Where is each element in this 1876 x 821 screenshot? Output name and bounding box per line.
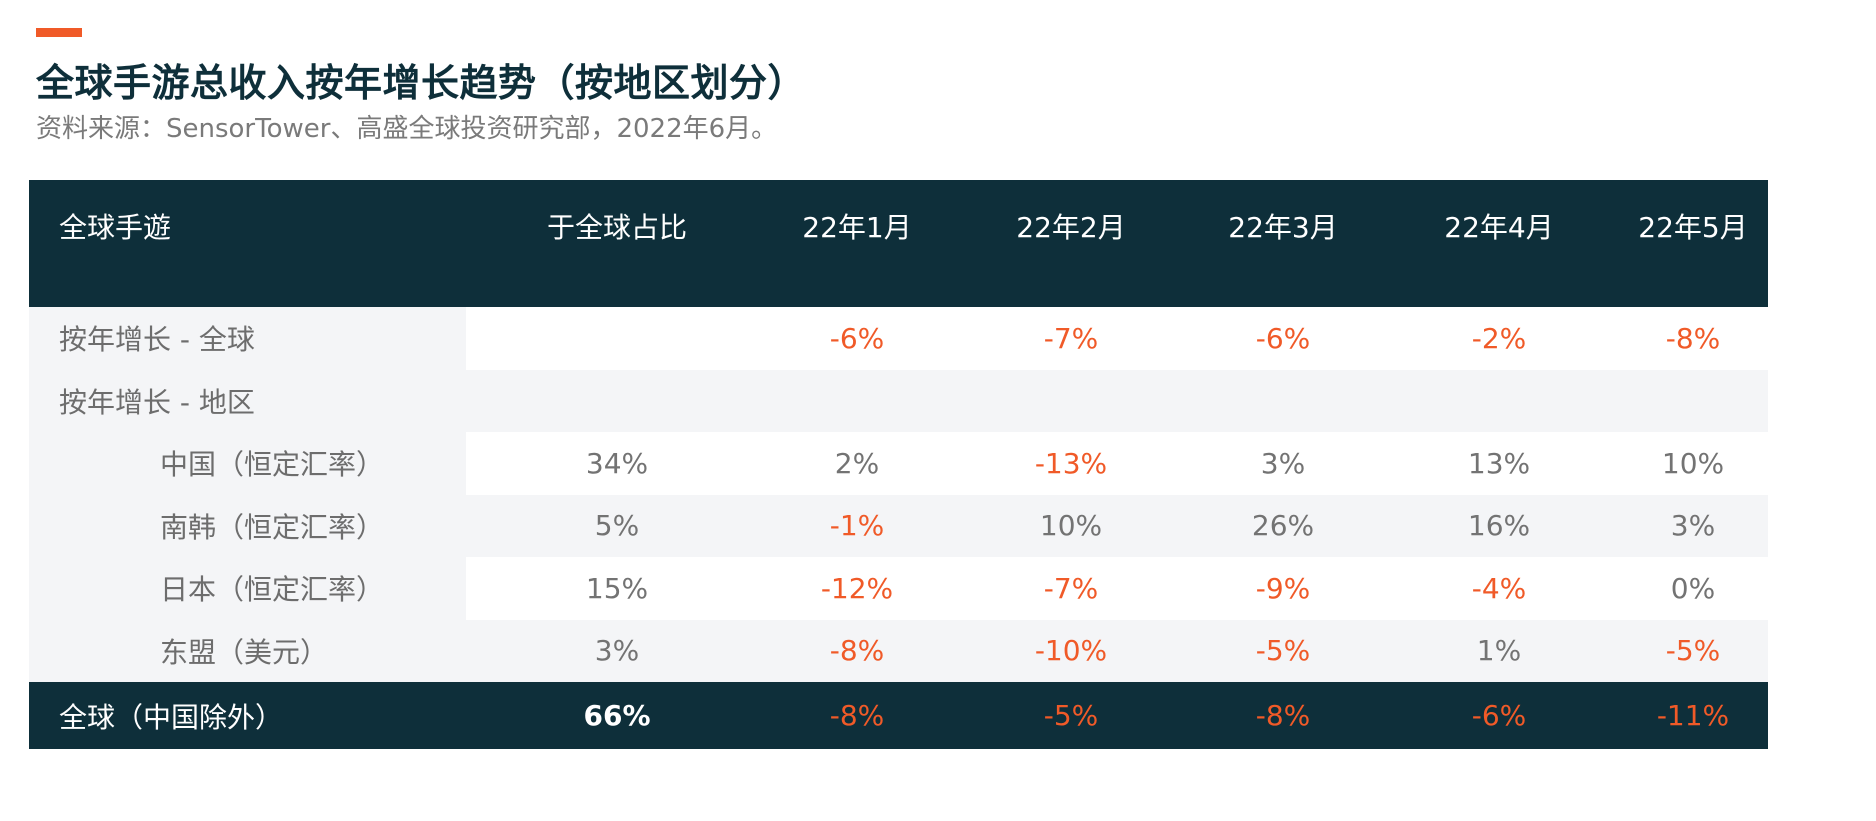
footer-value: -5% — [1043, 699, 1099, 732]
row-label: 按年增长 - 地区 — [59, 385, 255, 419]
table-row: 南韩（恒定汇率） 5% -1% 10% 26% 16% 3% — [29, 494, 1768, 557]
row-value: -1% — [829, 509, 885, 543]
accent-bar — [36, 28, 82, 37]
row-value-background — [466, 307, 1768, 370]
row-value-background — [466, 432, 1768, 495]
table-row: 日本（恒定汇率） 15% -12% -7% -9% -4% 0% — [29, 557, 1768, 620]
footer-value: -11% — [1656, 699, 1730, 732]
row-value: 13% — [1467, 446, 1531, 480]
row-value: -2% — [1471, 321, 1527, 355]
table-header-row: 全球手遊 于全球占比 22年1月 22年2月 22年3月 22年4月 22年5月 — [29, 180, 1768, 307]
row-label: 按年增长 - 全球 — [59, 323, 255, 357]
table-row: 按年增长 - 全球 -6% -7% -6% -2% -8% — [29, 307, 1768, 370]
page-title: 全球手游总收入按年增长趋势（按地区划分） — [36, 61, 807, 105]
row-label: 东盟（美元） — [160, 635, 329, 669]
footer-value: -6% — [1471, 699, 1527, 732]
row-value-background — [466, 494, 1768, 557]
table-row: 中国（恒定汇率） 34% 2% -13% 3% 13% 10% — [29, 432, 1768, 495]
footer-value: -8% — [1255, 699, 1311, 732]
row-share: 34% — [585, 446, 649, 480]
table-footer-row: 全球（中国除外） 66% -8% -5% -8% -6% -11% — [29, 682, 1768, 749]
row-label: 中国（恒定汇率） — [160, 448, 385, 482]
row-label: 日本（恒定汇率） — [160, 573, 385, 607]
row-value: -6% — [829, 321, 885, 355]
row-value: 10% — [1039, 509, 1103, 543]
row-value — [747, 370, 967, 433]
row-value: -7% — [1043, 321, 1099, 355]
row-value: 1% — [1476, 634, 1522, 668]
row-value: -5% — [1255, 634, 1311, 668]
row-value: -7% — [1043, 571, 1099, 605]
header-month-5: 22年5月 — [1638, 211, 1748, 244]
footer-share: 66% — [583, 699, 651, 732]
source-note: 资料来源：SensorTower、高盛全球投资研究部，2022年6月。 — [36, 114, 778, 144]
row-share — [469, 370, 765, 433]
row-share: 3% — [594, 634, 640, 668]
row-value — [1583, 370, 1803, 433]
row-value-background — [466, 369, 1768, 432]
row-value: 10% — [1661, 446, 1725, 480]
row-value — [961, 370, 1181, 433]
header-month-3: 22年3月 — [1228, 211, 1338, 244]
table-row: 东盟（美元） 3% -8% -10% -5% 1% -5% — [29, 619, 1768, 682]
header-month-2: 22年2月 — [1016, 211, 1126, 244]
row-value: -8% — [1665, 321, 1721, 355]
row-value-background — [466, 557, 1768, 620]
row-value: -6% — [1255, 321, 1311, 355]
row-value: 3% — [1260, 446, 1306, 480]
row-value: -12% — [820, 571, 894, 605]
header-month-4: 22年4月 — [1444, 211, 1554, 244]
row-value: 16% — [1467, 509, 1531, 543]
row-value: -9% — [1255, 571, 1311, 605]
row-share: 15% — [585, 571, 649, 605]
row-share — [469, 307, 765, 370]
growth-table: 全球手遊 于全球占比 22年1月 22年2月 22年3月 22年4月 22年5月… — [29, 180, 1768, 749]
row-value: 3% — [1670, 509, 1716, 543]
header-share: 于全球占比 — [546, 211, 687, 244]
row-value — [1173, 370, 1393, 433]
row-value: 0% — [1670, 571, 1716, 605]
footer-value: -8% — [829, 699, 885, 732]
header-month-1: 22年1月 — [802, 211, 912, 244]
row-value: -4% — [1471, 571, 1527, 605]
row-value: 26% — [1251, 509, 1315, 543]
footer-label: 全球（中国除外） — [59, 700, 284, 734]
row-value: -13% — [1034, 446, 1108, 480]
row-value-background — [466, 619, 1768, 682]
row-value: -10% — [1034, 634, 1108, 668]
table-row: 按年增长 - 地区 — [29, 369, 1768, 433]
row-value: -8% — [829, 634, 885, 668]
row-share: 5% — [594, 509, 640, 543]
row-value: -5% — [1665, 634, 1721, 668]
header-label: 全球手遊 — [59, 211, 172, 244]
row-label: 南韩（恒定汇率） — [160, 510, 385, 544]
row-value: 2% — [834, 446, 880, 480]
row-value — [1389, 370, 1609, 433]
